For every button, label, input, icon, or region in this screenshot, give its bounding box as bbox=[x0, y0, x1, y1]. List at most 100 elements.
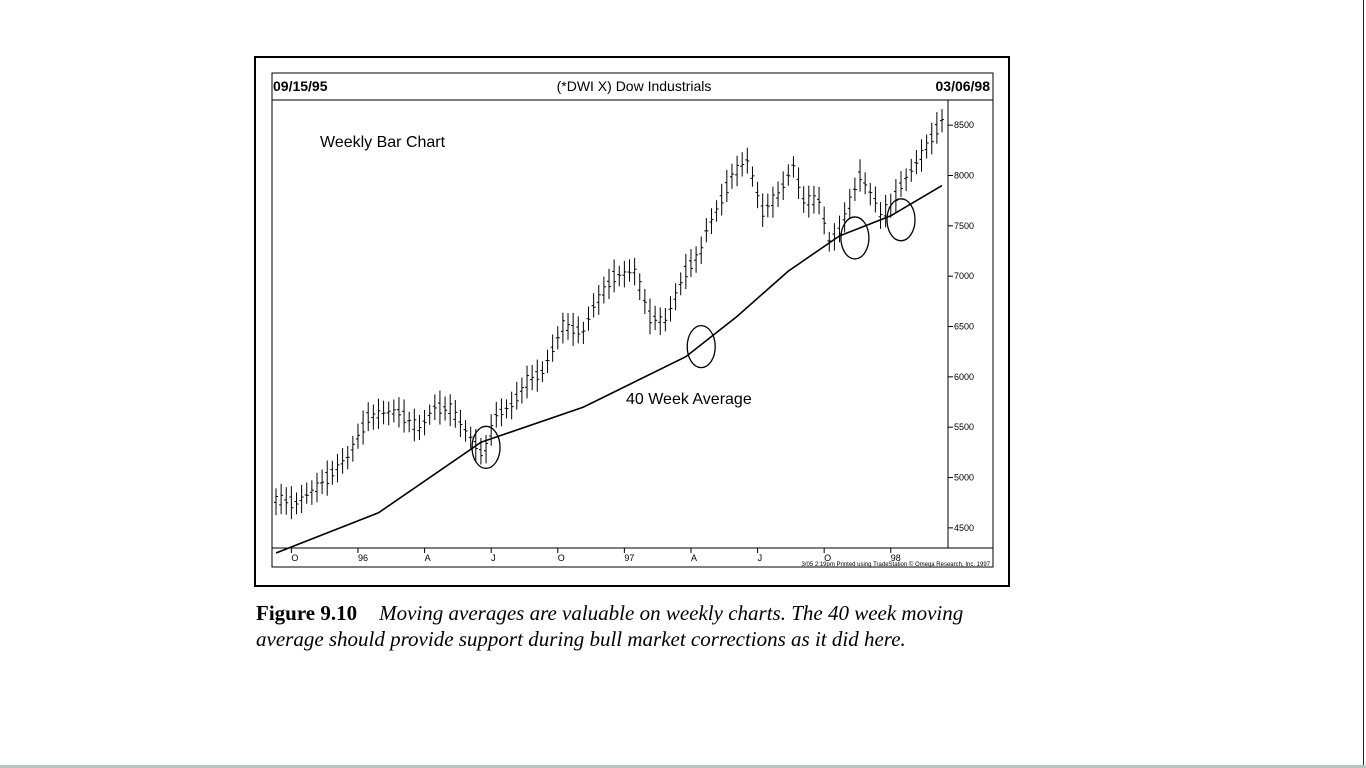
price-bar bbox=[796, 167, 801, 200]
price-bar bbox=[309, 480, 314, 505]
price-bar bbox=[330, 460, 335, 485]
price-bar bbox=[919, 139, 924, 172]
end-date-label: 03/06/98 bbox=[936, 78, 991, 94]
figure-caption: Figure 9.10 Moving averages are valuable … bbox=[256, 600, 996, 652]
price-bar bbox=[299, 484, 304, 514]
price-bars bbox=[274, 109, 944, 520]
price-bar bbox=[724, 170, 729, 203]
price-bar bbox=[924, 134, 929, 159]
price-bar bbox=[519, 377, 524, 404]
panel-label: Weekly Bar Chart bbox=[320, 134, 446, 151]
price-bar bbox=[427, 404, 432, 425]
price-bar bbox=[422, 409, 427, 436]
price-bar bbox=[355, 423, 360, 449]
price-bar bbox=[371, 404, 376, 430]
price-bar bbox=[601, 276, 606, 304]
price-bar bbox=[314, 472, 319, 503]
price-bar bbox=[781, 171, 786, 200]
x-tick-label: A bbox=[691, 553, 697, 563]
price-bar bbox=[806, 185, 811, 218]
price-bar bbox=[847, 188, 852, 219]
y-axis: 4500 5000 5500 6000 6500 7000 7500 8000 8500 bbox=[948, 120, 974, 533]
price-bar bbox=[776, 181, 781, 207]
price-bar bbox=[340, 448, 345, 474]
price-bar bbox=[694, 246, 699, 273]
price-bar bbox=[914, 150, 919, 175]
price-bar bbox=[509, 391, 514, 420]
y-tick-label: 5500 bbox=[954, 422, 974, 432]
price-bar bbox=[899, 171, 904, 197]
x-tick-label: O bbox=[558, 553, 565, 563]
price-bar bbox=[458, 409, 463, 438]
price-bar bbox=[571, 312, 576, 346]
price-bar bbox=[540, 361, 545, 382]
price-bar bbox=[396, 397, 401, 428]
x-tick-label: A bbox=[425, 553, 431, 563]
price-bar bbox=[678, 272, 683, 296]
price-bar bbox=[463, 420, 468, 442]
price-bar bbox=[560, 312, 565, 344]
ma-line bbox=[275, 184, 943, 554]
price-bar bbox=[550, 334, 555, 362]
price-bar bbox=[566, 313, 571, 340]
price-bar bbox=[740, 152, 745, 177]
price-bar bbox=[893, 179, 898, 213]
x-tick-label: J bbox=[491, 553, 496, 563]
price-bar bbox=[929, 122, 934, 155]
price-bar bbox=[581, 321, 586, 345]
price-bar bbox=[709, 208, 714, 235]
price-bar bbox=[683, 253, 688, 290]
price-bar bbox=[607, 268, 611, 300]
price-bar bbox=[345, 445, 350, 470]
price-bar bbox=[658, 307, 663, 335]
price-bar bbox=[627, 259, 632, 282]
price-bar bbox=[514, 381, 519, 410]
price-bar bbox=[786, 164, 791, 186]
price-bar bbox=[417, 414, 422, 441]
chart-title: (*DWI X) Dow Industrials bbox=[557, 78, 712, 94]
price-bar bbox=[791, 156, 796, 178]
price-bar bbox=[596, 284, 601, 315]
x-axis: O 96 A J O 97 A J O 98 bbox=[290, 548, 901, 563]
price-bar bbox=[279, 483, 284, 515]
price-bar bbox=[760, 193, 765, 227]
price-bar bbox=[668, 296, 673, 322]
price-bar bbox=[699, 236, 704, 265]
price-bar bbox=[729, 163, 734, 189]
support-circles bbox=[471, 198, 916, 469]
y-tick-label: 7000 bbox=[954, 271, 974, 281]
price-bar bbox=[376, 398, 381, 429]
price-bar bbox=[294, 492, 299, 515]
price-bar bbox=[402, 399, 407, 433]
price-bar bbox=[811, 185, 816, 214]
price-bar bbox=[883, 194, 888, 228]
price-bar bbox=[750, 166, 755, 187]
price-bar bbox=[448, 394, 453, 427]
price-bar bbox=[525, 365, 530, 399]
price-bar bbox=[320, 469, 325, 495]
price-bar bbox=[545, 349, 550, 374]
y-tick-label: 8000 bbox=[954, 171, 974, 181]
price-bar bbox=[591, 293, 596, 318]
price-bar bbox=[653, 305, 658, 331]
price-bar bbox=[647, 298, 652, 335]
price-bar bbox=[304, 482, 309, 504]
price-bar bbox=[612, 259, 617, 293]
price-bar bbox=[642, 288, 647, 314]
price-bar bbox=[735, 155, 740, 187]
price-bar bbox=[770, 186, 775, 218]
start-date-label: 09/15/95 bbox=[273, 78, 328, 94]
chart-svg: 09/15/95 (*DWI X) Dow Industrials 03/06/… bbox=[271, 72, 994, 568]
price-bar bbox=[453, 400, 458, 428]
price-bar bbox=[586, 306, 591, 331]
price-bar bbox=[755, 181, 760, 209]
price-bar bbox=[765, 193, 770, 218]
x-tick-label: 97 bbox=[624, 553, 634, 563]
moving-average bbox=[275, 184, 943, 554]
price-bar bbox=[745, 147, 750, 174]
price-bar bbox=[617, 265, 622, 287]
price-bar bbox=[468, 426, 473, 449]
price-bar bbox=[817, 186, 822, 215]
figure-label: Figure 9.10 bbox=[256, 601, 358, 625]
price-bar bbox=[632, 257, 637, 286]
